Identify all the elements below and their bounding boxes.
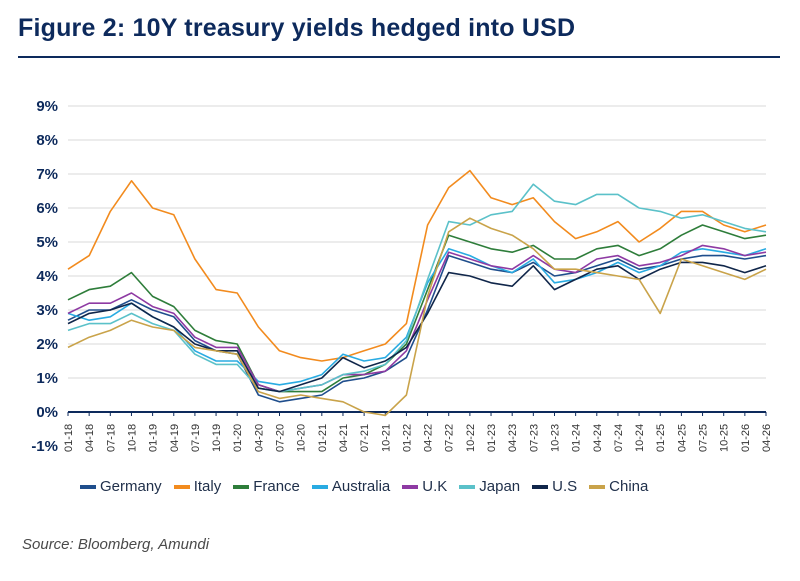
x-tick-label: 01-25 (655, 424, 667, 452)
page-title: Figure 2: 10Y treasury yields hedged int… (18, 14, 576, 42)
y-axis: -1% 0% 1% 2% 3% 4% 5% 6% 7% 8% 9% (31, 98, 58, 455)
legend-item: China (589, 478, 648, 495)
x-tick-label: 01-19 (148, 424, 160, 452)
legend-item: Australia (311, 478, 391, 495)
legend-swatch (311, 484, 328, 489)
x-tick-label: 01-23 (486, 424, 498, 452)
x-tick-label: 04-26 (761, 424, 773, 452)
x-tick-label: 04-22 (423, 424, 435, 452)
legend-item: France (233, 478, 300, 495)
y-tick-label: 1% (36, 370, 58, 387)
x-tick-label: 04-18 (84, 424, 96, 452)
legend-label: France (253, 478, 300, 495)
x-tick-label: 07-19 (190, 424, 202, 452)
series-line-u-k (67, 244, 767, 393)
x-tick-label: 01-24 (571, 424, 583, 452)
x-tick-label: 04-25 (676, 424, 688, 452)
legend-swatch (233, 484, 250, 489)
x-tick-label: 04-20 (253, 424, 265, 452)
y-tick-label: 8% (36, 132, 58, 149)
y-tick-label: 2% (36, 336, 58, 353)
y-tick-label: -1% (31, 438, 58, 455)
x-tick-label: 07-20 (275, 424, 287, 452)
series-line-japan (67, 183, 767, 393)
x-tick-label: 10-24 (634, 424, 646, 452)
x-tick-label: 10-23 (549, 424, 561, 452)
legend-swatch (80, 484, 96, 489)
x-tick-label: 04-19 (169, 424, 181, 452)
x-tick-label: 01-26 (740, 424, 752, 452)
title-divider (18, 56, 780, 58)
x-tick-label: 10-25 (719, 424, 731, 452)
x-tick-label: 07-21 (359, 424, 371, 452)
x-tick-label: 07-25 (698, 424, 710, 452)
chart-legend: Germany Italy France Australia U.K Japan U.S Ch… (80, 478, 780, 495)
legend-item: Italy (173, 478, 222, 495)
x-tick-label: 07-24 (613, 424, 625, 452)
x-tick-label: 10-20 (296, 424, 308, 452)
legend-swatch (173, 484, 190, 489)
y-tick-label: 3% (36, 302, 58, 319)
legend-item: U.S (532, 478, 577, 495)
y-tick-label: 4% (36, 268, 58, 285)
series-lines (67, 169, 767, 417)
legend-swatch (589, 484, 606, 489)
legend-label: Italy (193, 478, 222, 495)
line-chart: -1% 0% 1% 2% 3% 4% 5% 6% 7% 8% 9% 01-18 04-18 07-18 1… (31, 98, 773, 455)
x-tick-label: 07-18 (105, 424, 117, 452)
x-tick-label: 07-22 (444, 424, 456, 452)
series-line-germany (67, 254, 767, 403)
series-line-france (67, 224, 767, 393)
y-tick-label: 7% (36, 166, 58, 183)
x-tick-label: 10-21 (380, 424, 392, 452)
x-tick-label: 04-24 (592, 424, 604, 452)
x-tick-label: 10-19 (211, 424, 223, 452)
legend-item: Germany (80, 478, 162, 495)
legend-label: China (609, 478, 649, 495)
x-tick-label: 04-23 (507, 424, 519, 452)
y-tick-label: 5% (36, 234, 58, 251)
x-tick-label: 04-21 (338, 424, 350, 452)
legend-label: U.K (422, 478, 448, 495)
y-tick-label: 0% (36, 404, 58, 421)
legend-label: U.S (552, 478, 578, 495)
series-line-u-s (67, 261, 767, 393)
x-tick-label: 01-21 (317, 424, 329, 452)
legend-item: U.K (402, 478, 447, 495)
x-axis: 01-18 04-18 07-18 10-18 01-19 04-19 07-19 10-19… (63, 411, 773, 452)
x-tick-label: 01-20 (232, 424, 244, 452)
series-line-italy (67, 169, 767, 362)
legend-item: Japan (459, 478, 520, 495)
legend-swatch (459, 484, 476, 489)
legend-label: Germany (100, 478, 162, 495)
source-note: Source: Bloomberg, Amundi (22, 536, 210, 553)
legend-swatch (532, 484, 549, 489)
x-tick-label: 10-18 (126, 424, 138, 452)
legend-label: Japan (479, 478, 521, 495)
series-line-china (67, 217, 767, 417)
x-tick-label: 01-22 (401, 424, 413, 452)
legend-label: Australia (331, 478, 391, 495)
x-tick-label: 01-18 (63, 424, 75, 452)
x-tick-label: 10-22 (465, 424, 477, 452)
y-tick-label: 9% (36, 98, 58, 115)
legend-swatch (402, 484, 419, 489)
x-tick-label: 07-23 (528, 424, 540, 452)
y-tick-label: 6% (36, 200, 58, 217)
chart-grid (68, 105, 766, 379)
